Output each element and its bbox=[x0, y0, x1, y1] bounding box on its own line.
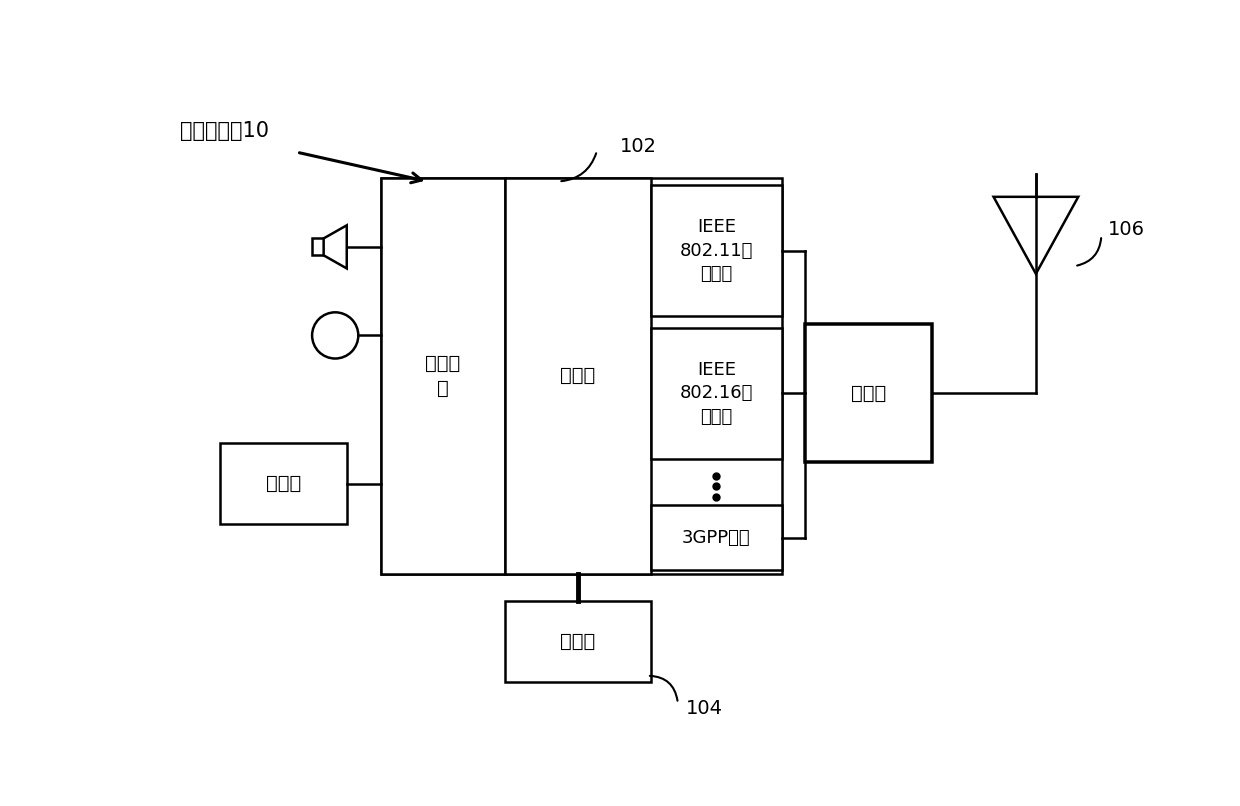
Text: 处理器: 处理器 bbox=[560, 367, 595, 385]
Text: 耦合器: 耦合器 bbox=[851, 384, 887, 403]
Circle shape bbox=[312, 312, 358, 359]
Text: 106: 106 bbox=[1107, 220, 1145, 239]
Text: 用户接
口: 用户接 口 bbox=[425, 354, 460, 398]
Bar bbox=[382, 177, 781, 574]
Bar bbox=[505, 177, 651, 574]
Bar bbox=[651, 328, 781, 459]
Text: 3GPP接口: 3GPP接口 bbox=[682, 529, 750, 546]
Bar bbox=[651, 505, 781, 571]
Text: 存储器: 存储器 bbox=[560, 632, 595, 651]
Text: 102: 102 bbox=[620, 137, 657, 156]
Text: IEEE
802.11网
络接口: IEEE 802.11网 络接口 bbox=[680, 218, 753, 284]
Bar bbox=[219, 443, 347, 524]
Text: 104: 104 bbox=[686, 700, 723, 718]
Text: IEEE
802.16网
络接口: IEEE 802.16网 络接口 bbox=[680, 360, 753, 426]
Polygon shape bbox=[324, 226, 347, 268]
Polygon shape bbox=[312, 239, 324, 256]
Bar bbox=[382, 177, 505, 574]
Bar bbox=[651, 185, 781, 316]
Bar bbox=[805, 324, 932, 463]
Polygon shape bbox=[993, 197, 1079, 274]
Text: 显示器: 显示器 bbox=[265, 474, 301, 493]
Text: 计算机终端10: 计算机终端10 bbox=[180, 122, 269, 141]
Bar bbox=[505, 601, 651, 682]
